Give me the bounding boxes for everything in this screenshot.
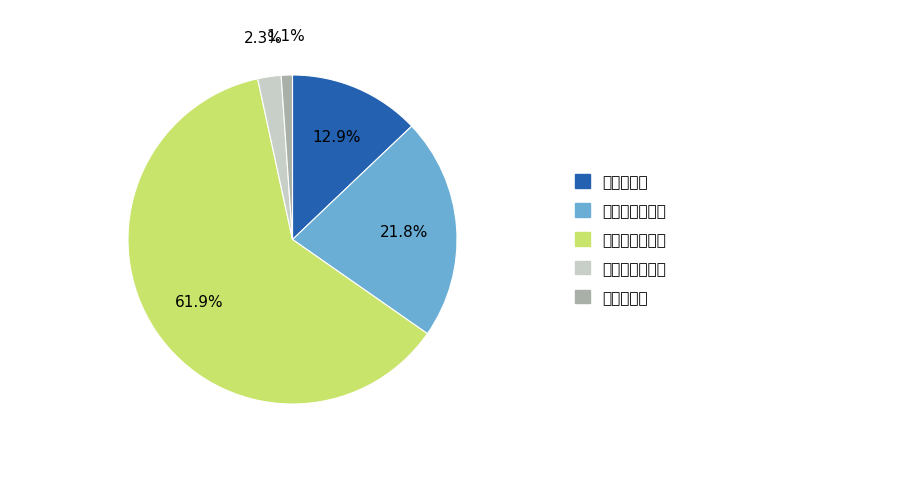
Text: 12.9%: 12.9% <box>312 130 361 145</box>
Legend: 良くなった, やや良くなった, 変わらなかった, やや悪くなった, 悪くなった: 良くなった, やや良くなった, 変わらなかった, やや悪くなった, 悪くなった <box>574 175 666 305</box>
Text: 2.3%: 2.3% <box>244 31 284 46</box>
Text: 61.9%: 61.9% <box>176 294 224 309</box>
Wedge shape <box>128 80 428 404</box>
Text: 1.1%: 1.1% <box>266 29 305 44</box>
Wedge shape <box>292 76 411 240</box>
Wedge shape <box>292 127 457 334</box>
Text: 21.8%: 21.8% <box>380 224 428 239</box>
Wedge shape <box>257 76 292 240</box>
Wedge shape <box>281 76 292 240</box>
